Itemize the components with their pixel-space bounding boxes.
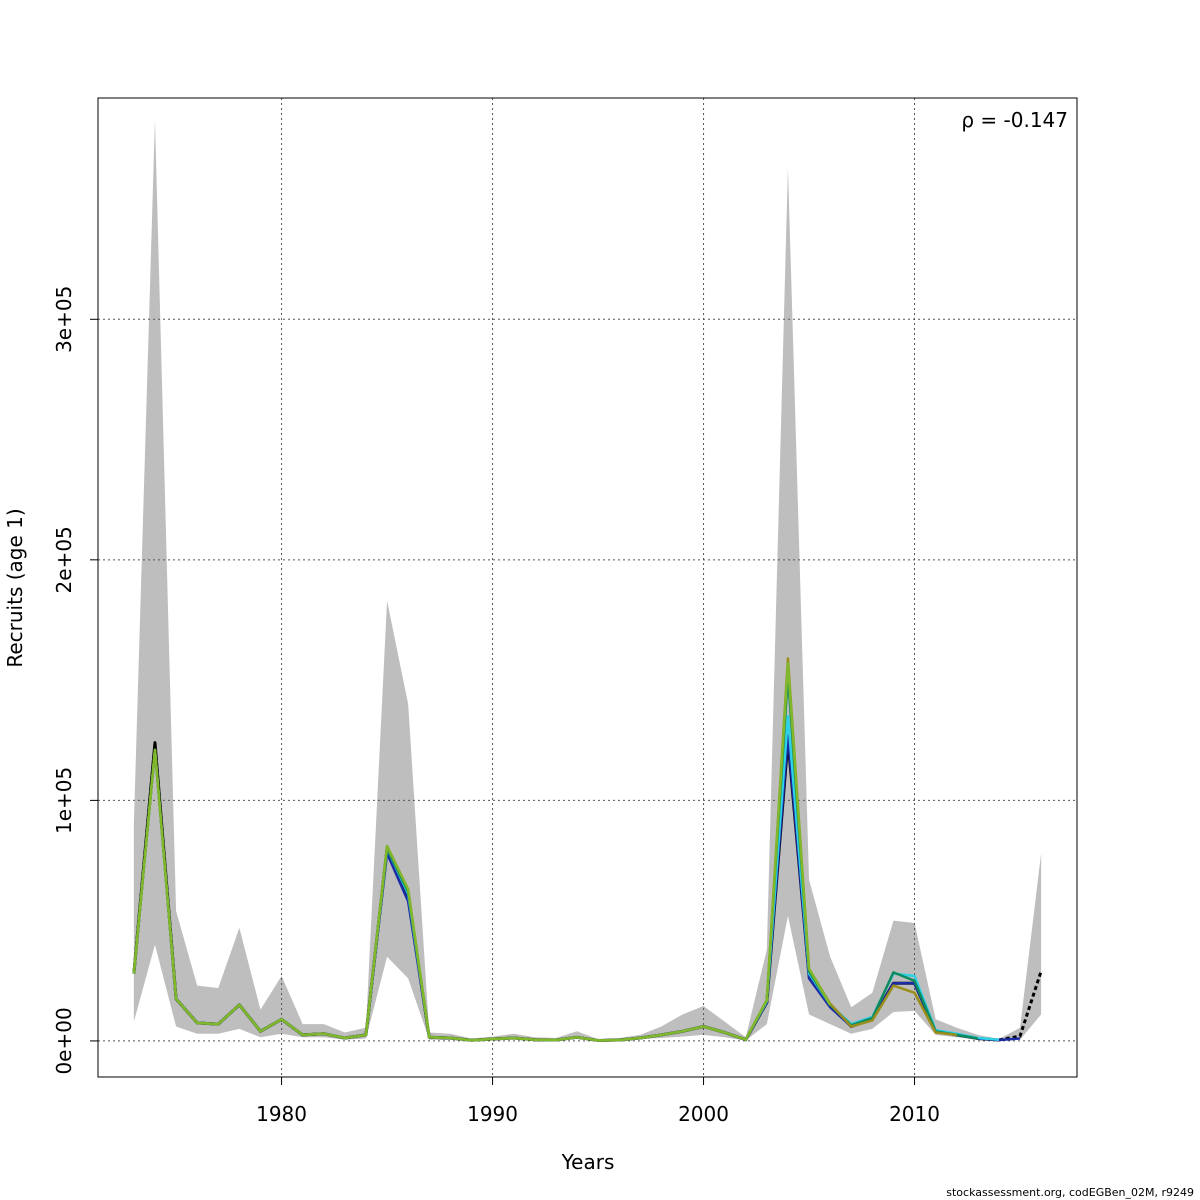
grid-layer: [98, 98, 1077, 1077]
y-tick-label: 3e+05: [52, 286, 76, 353]
rho-annotation: ρ = -0.147: [961, 108, 1068, 132]
x-tick-label: 2010: [889, 1102, 940, 1126]
x-tick-label: 2000: [678, 1102, 729, 1126]
y-axis-title: Recruits (age 1): [3, 508, 27, 667]
axis-layer: 1980 1990 2000 2010 0e+00 1e+05 2e+05 3e+05: [52, 286, 940, 1126]
x-tick-label: 1990: [467, 1102, 518, 1126]
series-layer: [132, 657, 1043, 1042]
x-tick-label: 1980: [256, 1102, 307, 1126]
y-tick-label: 1e+05: [52, 767, 76, 834]
y-tick-label: 0e+00: [52, 1007, 76, 1074]
plot-frame: [97, 97, 1078, 1078]
series-line-5: [132, 662, 832, 1042]
x-axis-title: Years: [561, 1150, 615, 1174]
footer-credit: stockassessment.org, codEGBen_02M, r9249: [946, 1186, 1194, 1199]
y-tick-label: 2e+05: [52, 526, 76, 593]
